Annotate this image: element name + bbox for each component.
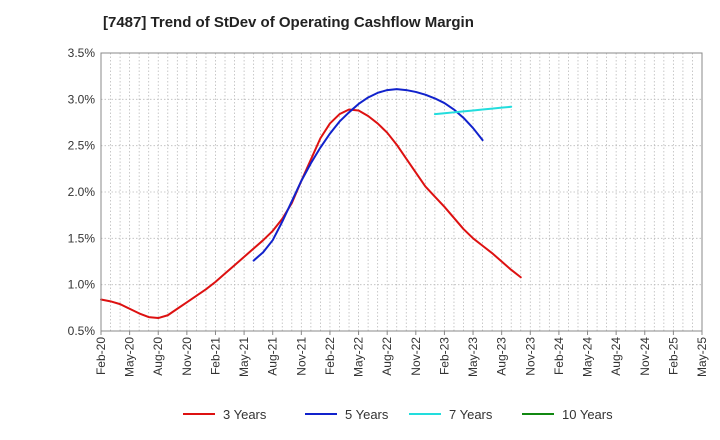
legend-label: 5 Years <box>345 407 389 422</box>
series-line-7-years <box>433 105 513 116</box>
x-tick-label: Aug-22 <box>380 337 394 376</box>
x-tick-label: Feb-24 <box>552 337 566 375</box>
x-tick-label: Nov-24 <box>638 337 652 376</box>
x-tick-label: Aug-20 <box>151 337 165 376</box>
x-tick-label: Aug-21 <box>266 337 280 376</box>
y-axis: 0.5% 1.0% 1.5% 2.0% 2.5% 3.0% 3.5% <box>68 46 96 338</box>
x-axis: Feb-20 May-20 Aug-20 Nov-20 Feb-21 May-21 Aug-… <box>94 331 709 377</box>
legend-label: 7 Years <box>449 407 493 422</box>
x-tick-label: Feb-23 <box>437 337 451 375</box>
x-tick-label: May-25 <box>695 337 709 377</box>
legend: 3 Years 5 Years 7 Years 10 Years <box>183 407 613 422</box>
x-tick-label: Aug-24 <box>609 337 623 376</box>
y-tick-label: 3.5% <box>68 46 96 60</box>
chart-title: [7487] Trend of StDev of Operating Cashf… <box>103 14 474 31</box>
x-tick-label: Aug-23 <box>495 337 509 376</box>
plot-frame <box>100 52 703 332</box>
x-tick-label: Nov-20 <box>180 337 194 376</box>
y-tick-label: 2.0% <box>68 185 96 199</box>
y-tick-label: 2.5% <box>68 139 96 153</box>
y-tick-label: 1.5% <box>68 231 96 245</box>
grid <box>100 52 703 332</box>
x-tick-label: Feb-25 <box>666 337 680 375</box>
x-tick-label: May-23 <box>466 337 480 377</box>
y-tick-label: 1.0% <box>68 278 96 292</box>
y-tick-label: 3.0% <box>68 92 96 106</box>
legend-label: 10 Years <box>562 407 613 422</box>
x-tick-label: May-21 <box>237 337 251 377</box>
x-tick-label: Nov-23 <box>523 337 537 376</box>
x-tick-label: Feb-20 <box>94 337 108 375</box>
x-tick-label: May-20 <box>123 337 137 377</box>
legend-label: 3 Years <box>223 407 267 422</box>
series-line-3-years <box>100 108 522 320</box>
x-tick-label: Feb-22 <box>323 337 337 375</box>
x-tick-label: Nov-21 <box>294 337 308 376</box>
x-tick-label: Nov-22 <box>409 337 423 376</box>
x-tick-label: May-22 <box>352 337 366 377</box>
y-tick-label: 0.5% <box>68 324 96 338</box>
series-line-5-years <box>252 88 484 262</box>
series-lines <box>100 88 522 320</box>
x-tick-label: May-24 <box>581 337 595 377</box>
x-tick-label: Feb-21 <box>208 337 222 375</box>
